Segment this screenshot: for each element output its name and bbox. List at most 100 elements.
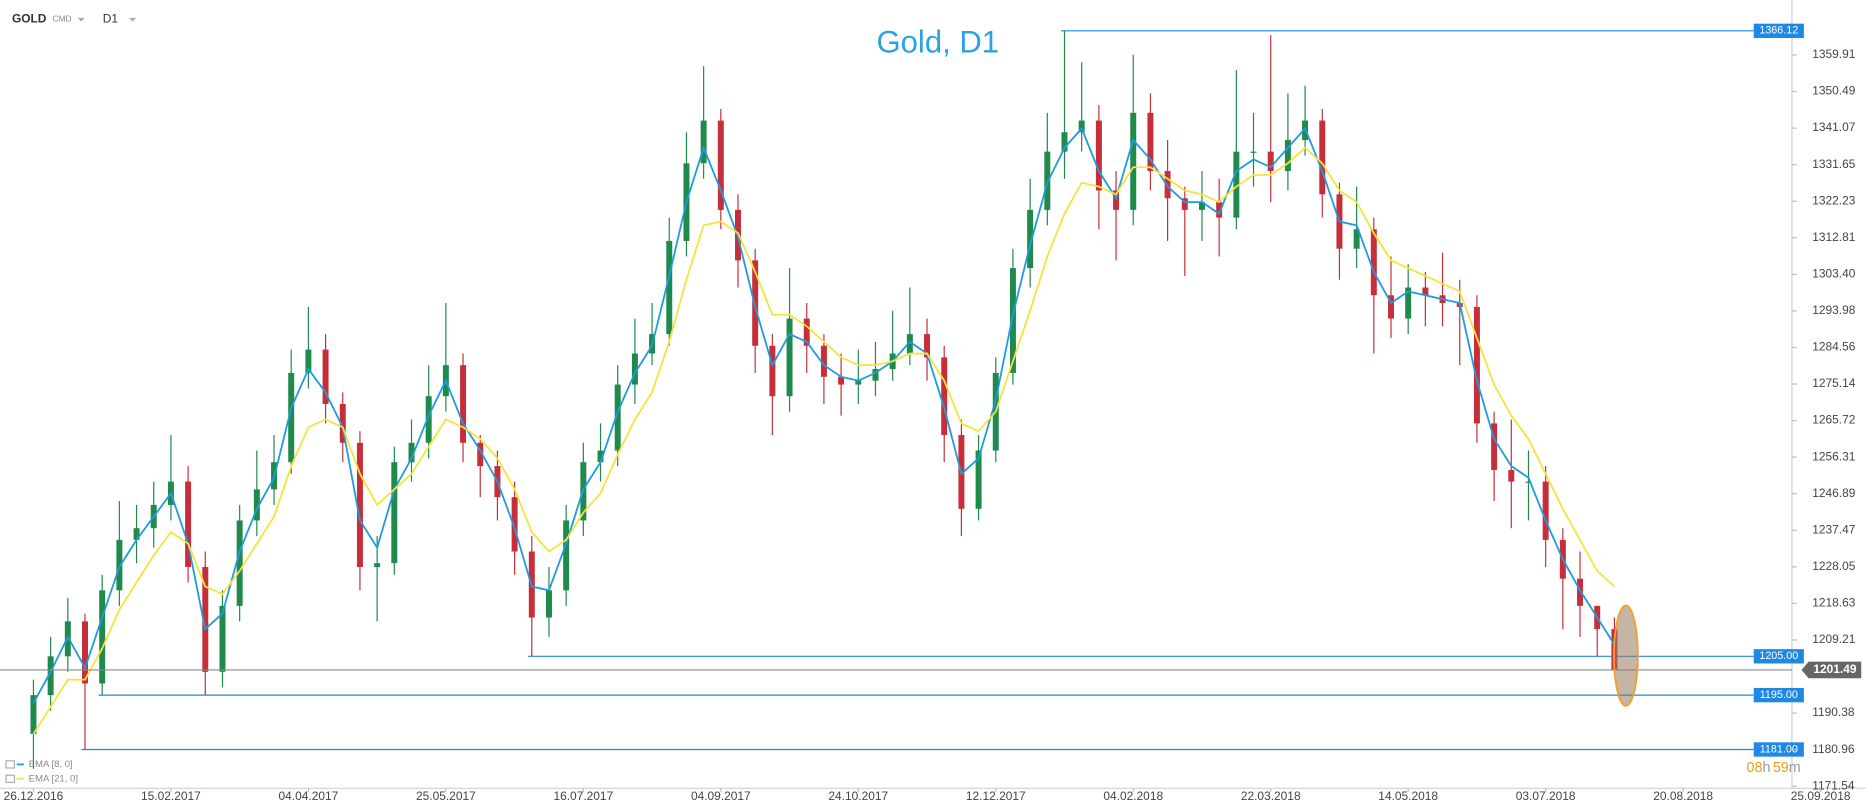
candle-body [1353, 229, 1360, 249]
candle-body [116, 539, 123, 591]
candle-body [1508, 469, 1515, 482]
countdown: 08h 59m [1747, 760, 1801, 776]
candle-body [236, 520, 243, 606]
candle-body [1250, 151, 1257, 153]
x-tick-label: 26.12.2016 [4, 789, 64, 803]
legend-label: EMA [21, 0] [29, 773, 78, 784]
candle-body [460, 365, 467, 443]
candle-body [339, 403, 346, 443]
y-tick-label: 1237.47 [1812, 522, 1856, 536]
level-label: 1195.00 [1760, 689, 1798, 701]
y-tick-label: 1171.54 [1812, 778, 1855, 792]
x-tick-label: 22.03.2018 [1241, 789, 1301, 803]
candle-body [855, 380, 862, 385]
candle-body [838, 376, 845, 385]
candle-body [185, 481, 192, 568]
candle-body [1130, 112, 1137, 210]
y-tick-label: 1209.21 [1812, 632, 1856, 646]
ma-line [32, 126, 1616, 704]
x-tick-label: 25.05.2017 [416, 789, 476, 803]
y-tick-label: 1265.72 [1812, 413, 1856, 427]
legend-icon [5, 774, 15, 783]
candle-body [425, 396, 432, 443]
candle-body [614, 384, 621, 451]
candle-body [1525, 481, 1532, 483]
candle-body [1027, 209, 1034, 269]
x-tick-label: 03.07.2018 [1516, 789, 1576, 803]
dropdown-caret[interactable] [129, 17, 137, 22]
countdown-hours: 08 [1747, 760, 1763, 776]
y-tick-label: 1350.49 [1812, 84, 1856, 98]
level-label: 1181.00 [1760, 743, 1798, 755]
candle-body [99, 590, 106, 684]
candle-body [1542, 481, 1549, 540]
y-tick-label: 1312.81 [1812, 230, 1856, 244]
candle-body [1095, 120, 1102, 191]
x-tick-label: 16.07.2017 [553, 789, 613, 803]
candle-body [1491, 423, 1498, 470]
plot-area: 1366.12 1205.00 1195.00 1181.00 1201.49 [0, 23, 1862, 769]
candle-body [288, 372, 295, 463]
candle-body [1267, 151, 1274, 172]
candle-body [305, 349, 312, 373]
candle-body [202, 567, 209, 672]
candle-body [511, 497, 518, 552]
candle-body [717, 120, 724, 210]
candle-body [545, 590, 552, 618]
x-tick-label: 04.04.2017 [279, 789, 339, 803]
candle-body [253, 489, 260, 521]
y-tick-label: 1190.38 [1812, 705, 1855, 719]
candle-body [820, 345, 827, 377]
candle-body [1370, 229, 1377, 296]
y-tick-label: 1322.23 [1812, 193, 1856, 207]
candle-body [356, 442, 363, 568]
legend-icon [5, 760, 15, 769]
candle-body [1198, 202, 1205, 210]
candle-body [1164, 171, 1171, 199]
candle-body [1284, 139, 1291, 172]
x-tick-label: 15.02.2017 [141, 789, 201, 803]
y-tick-label: 1246.89 [1812, 486, 1856, 500]
candle-body [47, 656, 54, 696]
candle-body [1577, 578, 1584, 606]
x-tick-label: 24.10.2017 [828, 789, 888, 803]
symbol[interactable]: GOLD [12, 11, 47, 25]
candle-body [1061, 132, 1068, 152]
candle-body [30, 695, 37, 734]
y-tick-label: 1218.63 [1812, 596, 1856, 610]
chart-title: Gold, D1 [877, 24, 1000, 59]
candle-body [1078, 120, 1085, 133]
countdown-unit: m [1789, 760, 1801, 776]
x-tick-label: 12.12.2017 [966, 789, 1026, 803]
level-label-box [1753, 687, 1804, 703]
last-price-box [1801, 661, 1862, 679]
candle-body [872, 369, 879, 381]
candle-body [322, 349, 329, 404]
candle-body [1113, 190, 1120, 210]
candle-body [374, 563, 381, 568]
timeframe[interactable]: D1 [103, 11, 119, 25]
level-label-box [1753, 742, 1804, 757]
ma-line [32, 146, 1616, 735]
candle-body [82, 621, 88, 684]
level-label-box [1753, 649, 1804, 664]
candle-body [941, 357, 948, 436]
candle-body [477, 442, 484, 467]
y-tick-label: 1331.65 [1812, 157, 1856, 171]
y-tick-label: 1228.05 [1812, 559, 1856, 573]
y-tick-label: 1256.31 [1812, 449, 1856, 463]
y-tick-label: 1180.96 [1812, 742, 1855, 756]
x-tick-label: 04.09.2017 [691, 789, 751, 803]
market[interactable]: CMD [53, 13, 72, 23]
candle-body [666, 240, 673, 335]
candle-body [786, 318, 793, 397]
candle-body [1405, 287, 1412, 319]
candle-body [391, 462, 398, 564]
candle-body [700, 120, 707, 164]
candle-body [1147, 112, 1154, 172]
last-price-label: 1201.49 [1813, 662, 1857, 676]
candle-body [1319, 120, 1326, 195]
dropdown-caret[interactable] [77, 17, 85, 22]
